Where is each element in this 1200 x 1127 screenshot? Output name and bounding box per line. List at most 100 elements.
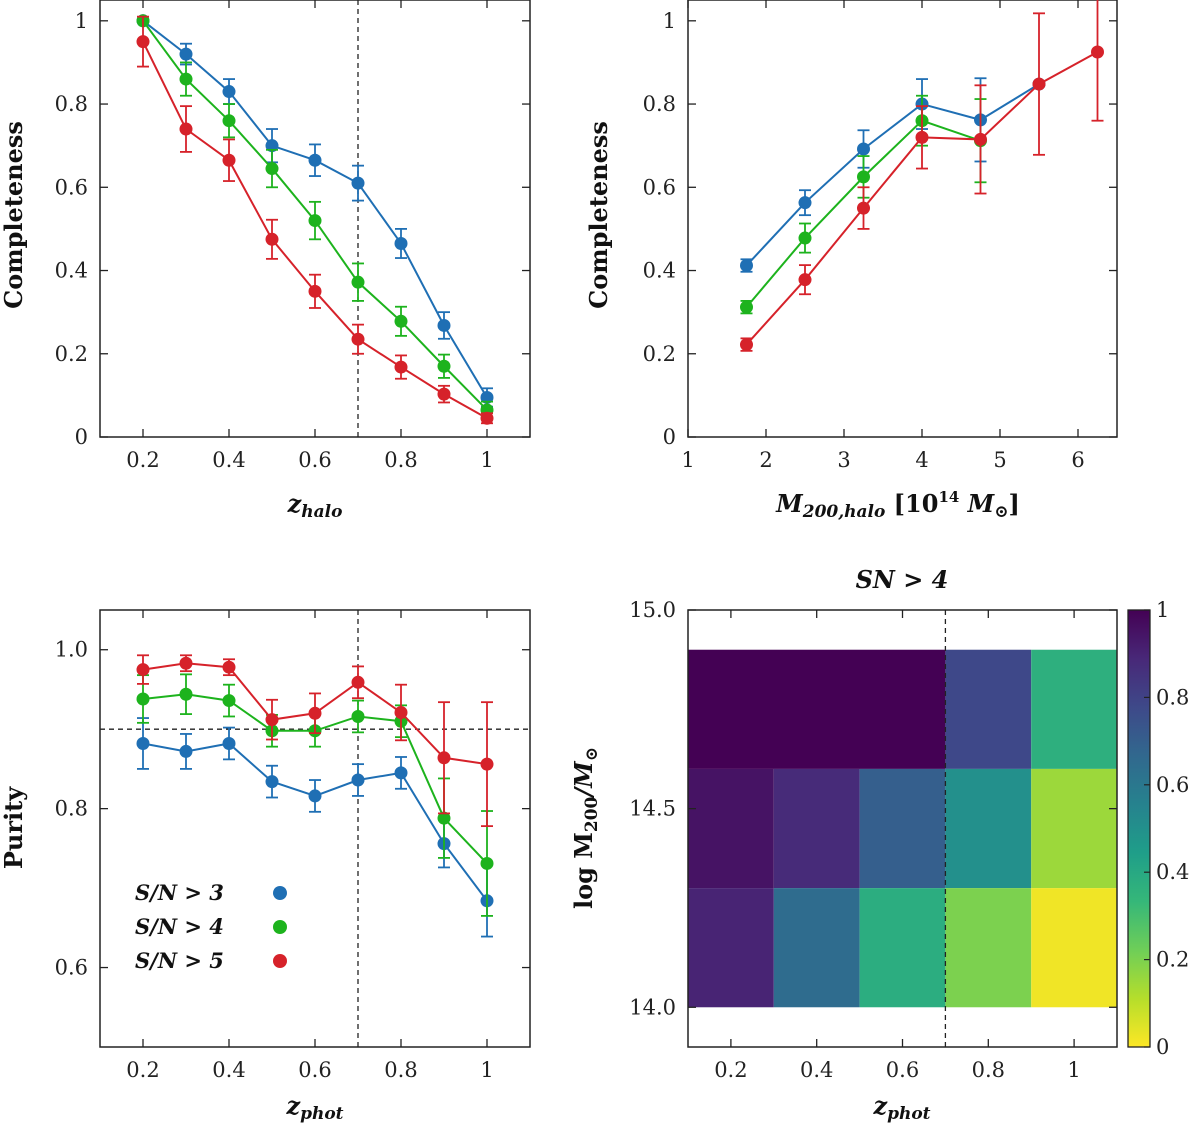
legend-label-sn4: S/N > 4 <box>135 914 224 939</box>
data-point <box>222 114 236 128</box>
x-tick-label: 2 <box>759 448 772 472</box>
data-point <box>222 736 236 750</box>
heatmap-cell <box>1031 768 1117 889</box>
data-point <box>265 775 279 789</box>
completeness-z-xlabel: zhalo <box>287 489 343 522</box>
heatmap-cell <box>688 768 774 889</box>
data-point <box>857 201 870 215</box>
data-point <box>351 773 365 787</box>
heatmap-cell <box>859 888 946 1008</box>
heatmap-xlabel: zphot <box>872 1091 930 1124</box>
x-tick-label: 0.2 <box>126 448 159 472</box>
data-point <box>351 176 365 190</box>
data-point <box>351 675 365 689</box>
data-point <box>394 314 408 328</box>
y-tick-label: 0.4 <box>55 259 88 283</box>
heatmap-cell <box>688 649 946 769</box>
y-tick-label: 0 <box>663 425 676 449</box>
legend-marker <box>273 954 287 968</box>
data-point <box>437 811 451 825</box>
data-point <box>265 139 279 153</box>
legend-label-sn3: S/N > 3 <box>135 880 224 905</box>
x-tick-label: 0.8 <box>384 448 417 472</box>
purity_z-frame <box>99 609 531 1048</box>
data-point <box>222 694 236 708</box>
y-tick-label: 1 <box>75 9 88 33</box>
data-point <box>265 713 279 727</box>
data-point <box>222 153 236 167</box>
data-point <box>437 387 451 401</box>
data-point <box>265 232 279 246</box>
colorbar-tick-label: 0.2 <box>1156 948 1189 972</box>
heatmap-panel: SN > 4 log M200/M⊙ zphot 0.2 0.4 0.6 0.8 1 14… <box>569 565 1189 1124</box>
data-point <box>308 706 322 720</box>
data-point <box>1091 45 1104 59</box>
data-point <box>308 214 322 228</box>
data-point <box>222 85 236 99</box>
data-point <box>308 284 322 298</box>
legend-marker <box>273 920 287 934</box>
data-point <box>136 692 150 706</box>
data-point <box>798 196 812 210</box>
colorbar-tick-label: 0.8 <box>1156 685 1189 709</box>
heatmap-cell <box>945 649 1032 769</box>
heatmap-cell <box>859 768 946 889</box>
x-tick-label: 0.6 <box>298 448 331 472</box>
data-point <box>179 47 193 61</box>
data-point <box>740 300 753 314</box>
x-tick-label: 0.6 <box>886 1058 919 1082</box>
data-point <box>437 318 451 332</box>
y-tick-label: 14.5 <box>629 797 676 821</box>
heatmap-title: SN > 4 <box>856 565 949 594</box>
colorbar-tick-label: 1 <box>1156 598 1169 622</box>
data-point <box>179 72 193 86</box>
y-tick-label: 0.8 <box>643 92 676 116</box>
data-point <box>179 656 193 670</box>
x-tick-label: 3 <box>837 448 850 472</box>
x-tick-label: 4 <box>915 448 928 472</box>
data-point <box>179 687 193 701</box>
completeness-z-ylabel: Completeness <box>0 121 28 309</box>
purity-redshift-panel: Purity zphot S/N > 3 S/N > 4 S/N > 5 0.2… <box>0 609 531 1124</box>
y-tick-label: 0.8 <box>55 92 88 116</box>
heatmap-cell <box>945 888 1032 1008</box>
series-line-SN3 <box>745 83 1040 267</box>
data-point <box>437 751 451 765</box>
data-point <box>394 766 408 780</box>
data-point <box>437 359 451 373</box>
data-point <box>798 273 812 287</box>
data-point <box>1032 77 1046 91</box>
x-tick-label: 0.8 <box>972 1058 1005 1082</box>
x-tick-label: 5 <box>993 448 1006 472</box>
colorbar-tick-label: 0 <box>1156 1035 1169 1059</box>
x-tick-label: 0.4 <box>212 1058 245 1082</box>
data-point <box>480 411 494 425</box>
data-point <box>394 360 408 374</box>
series-line-SN3 <box>142 742 488 902</box>
y-tick-label: 14.0 <box>629 995 676 1019</box>
data-point <box>974 132 987 146</box>
data-point <box>857 142 870 156</box>
data-point <box>480 390 494 404</box>
x-tick-label: 0.4 <box>212 448 245 472</box>
x-tick-label: 0.2 <box>126 1058 159 1082</box>
x-tick-label: 0.8 <box>384 1058 417 1082</box>
legend-marker <box>273 886 287 900</box>
data-point <box>394 705 408 719</box>
data-point <box>915 130 929 144</box>
legend-label-sn5: S/N > 5 <box>135 948 224 973</box>
y-tick-label: 0.4 <box>643 259 676 283</box>
data-point <box>857 170 870 184</box>
data-point <box>740 259 753 273</box>
data-point <box>480 856 494 870</box>
heatmap-cell <box>773 888 860 1008</box>
x-tick-label: 1 <box>1067 1058 1080 1082</box>
x-tick-label: 0.2 <box>714 1058 747 1082</box>
data-point <box>480 757 494 771</box>
y-tick-label: 0.2 <box>55 342 88 366</box>
x-tick-label: 1 <box>480 1058 493 1082</box>
completeness_mass-frame <box>687 0 1118 438</box>
data-point <box>179 744 193 758</box>
data-point <box>222 660 236 674</box>
completeness-mass-xlabel: M200,halo [1014 M⊙] <box>775 488 1020 522</box>
